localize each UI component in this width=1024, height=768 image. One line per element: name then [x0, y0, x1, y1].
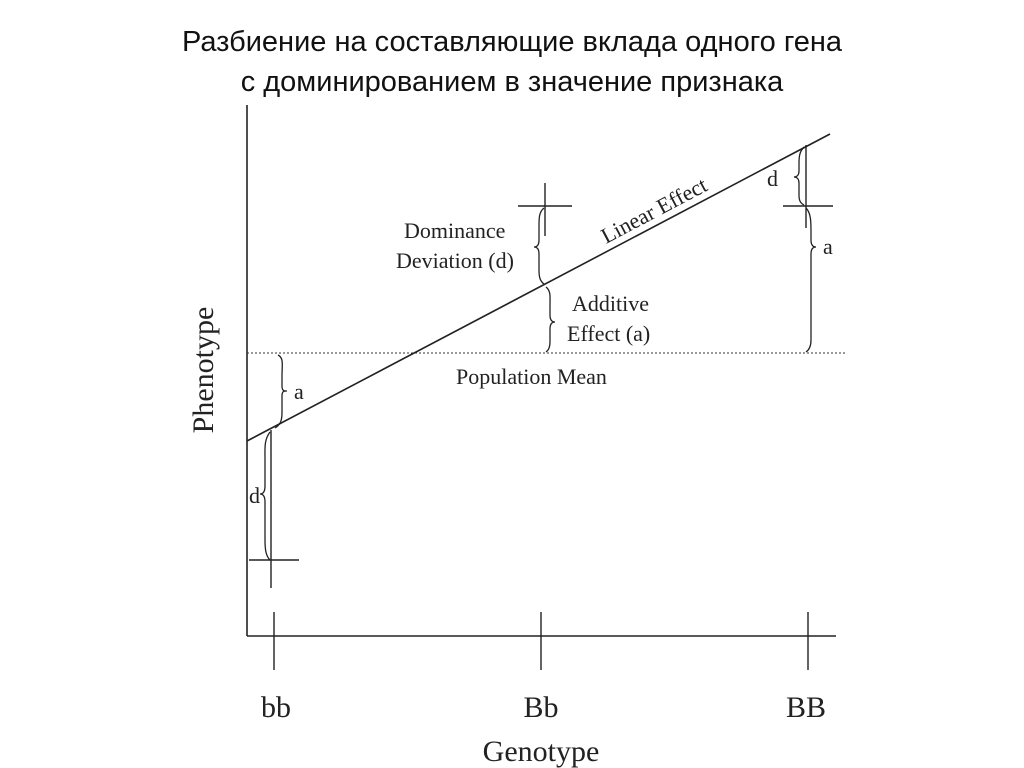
- genotype-label-BB: BB: [786, 691, 826, 724]
- genotype-label-bb: bb: [261, 691, 291, 724]
- brace-d-left: [259, 431, 271, 561]
- BB-value-marker: [783, 145, 833, 228]
- dominance-label-line1: Dominance: [404, 218, 505, 243]
- brace-dominance: [533, 207, 545, 285]
- brace-a-right: [805, 207, 817, 353]
- genotype-label-Bb: Bb: [523, 691, 558, 724]
- d-right-label: d: [767, 166, 778, 191]
- additive-label-line2: Effect (a): [567, 321, 650, 346]
- a-right-label: a: [823, 234, 833, 259]
- d-left-label: d: [249, 483, 260, 508]
- brace-a-left: [274, 354, 288, 429]
- a-left-label: a: [294, 379, 304, 404]
- Bb-value-marker: [518, 183, 572, 236]
- bb-value-marker: [249, 430, 299, 588]
- y-axis-label: Phenotype: [187, 307, 220, 434]
- linear-effect-line: [246, 133, 831, 442]
- brace-d-right: [793, 146, 805, 206]
- title-line-2: с доминированием в значение признака: [240, 66, 784, 98]
- dominance-label-line2: Deviation (d): [396, 248, 514, 273]
- brace-additive: [545, 286, 556, 353]
- additive-label-line1: Additive: [572, 291, 649, 316]
- x-axis-label: Genotype: [483, 735, 600, 768]
- population-mean-label: Population Mean: [456, 364, 607, 389]
- title-line-1: Разбиение на составляющие вклада одного …: [181, 26, 843, 58]
- slide-title: Разбиение на составляющие вклада одного …: [0, 22, 1024, 102]
- linear-effect-label: Linear Effect: [597, 172, 711, 248]
